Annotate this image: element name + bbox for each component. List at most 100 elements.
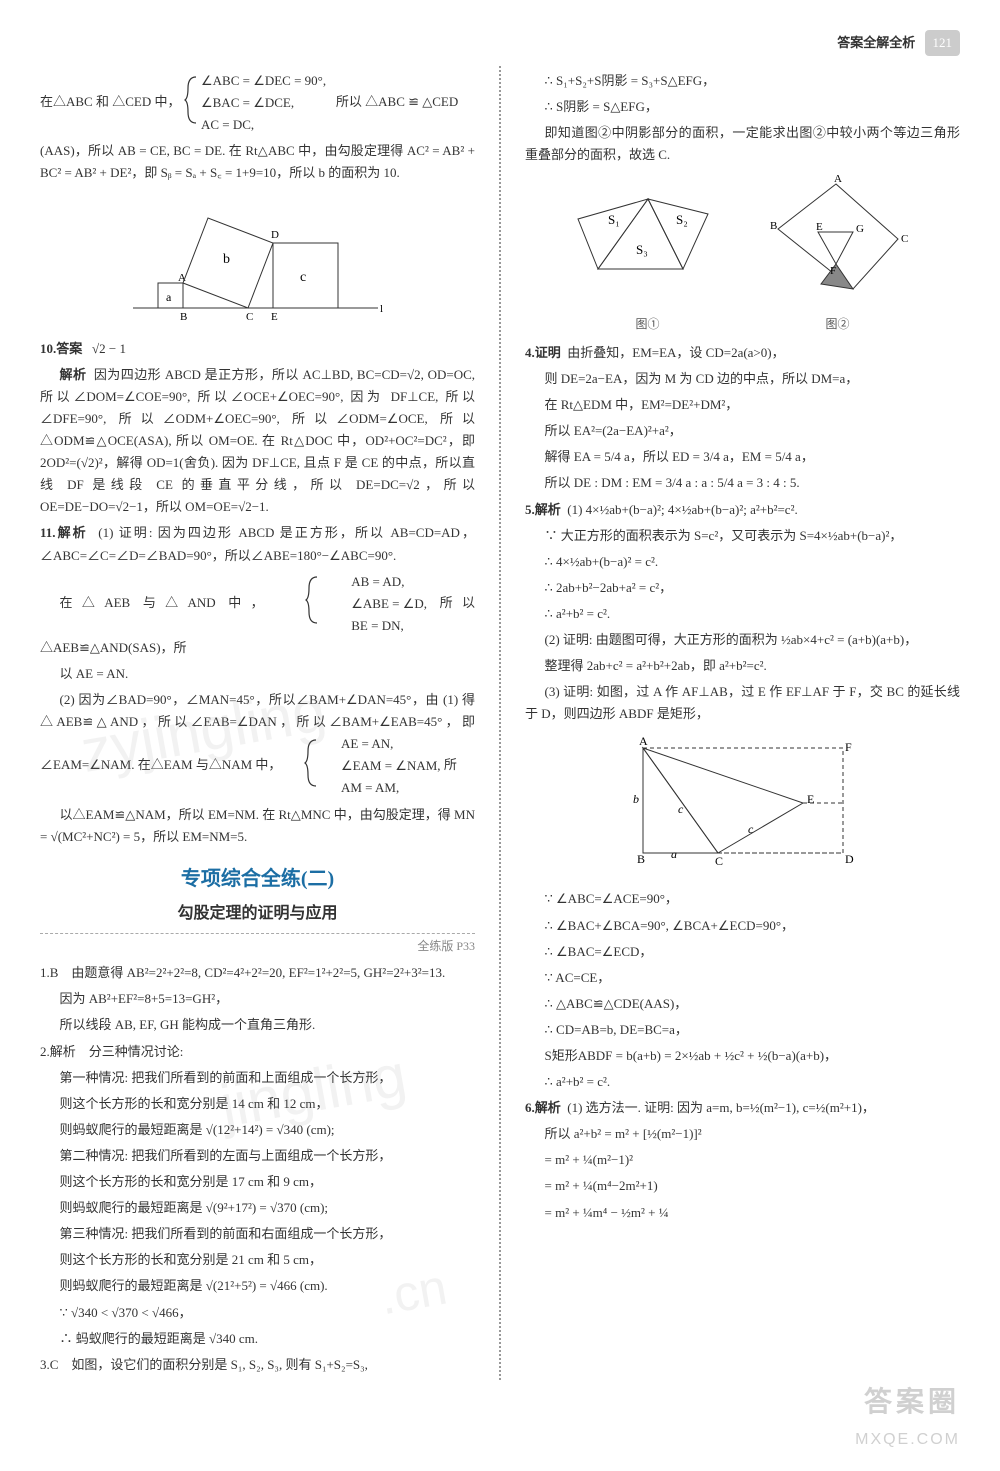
text-line: 4.证明 由折叠知，EM=EA，设 CD=2a(a>0)， [525,342,960,364]
text-line: ∵ 大正方形的面积表示为 S=c²，又可表示为 S=4×½ab+(b−a)²， [525,525,960,547]
text-line: 则蚂蚁爬行的最短距离是 √(12²+14²) = √340 (cm); [40,1119,475,1141]
text-line: ∴ a²+b² = c². [525,1071,960,1093]
text-line: 整理得 2ab+c² = a²+b²+2ab，即 a²+b²=c². [525,655,960,677]
text-line: (AAS)，所以 AB = CE, BC = DE. 在 Rt△ABC 中，由勾… [40,140,475,184]
text-line: ∴ △ABC≌△CDE(AAS)， [525,993,960,1015]
svg-text:A: A [639,734,648,748]
svg-text:S₂: S₂ [676,212,688,227]
svg-text:b: b [633,792,639,806]
brace-icon [184,75,198,132]
section-title: 专项综合全练(二) [40,862,475,896]
svg-text:c: c [678,802,684,816]
svg-text:E: E [807,792,814,806]
text-line: 所以 DE : DM : EM = 3/4 a : a : 5/4 a = 3 … [525,472,960,494]
text-line: = m² + ¼m⁴ − ½m² + ¼ [545,1202,961,1224]
svg-text:A: A [834,174,842,185]
text-line: 以 AE = AN. [40,663,475,685]
svg-text:B: B [770,220,777,232]
content-columns: 在△ABC 和 △CED 中， ∠ABC = ∠DEC = 90°, ∠BAC … [40,66,960,1380]
text-line: ∴ ∠BAC+∠BCA=90°, ∠BCA+∠ECD=90°， [525,915,960,937]
text-line: ∴ CD=AB=b, DE=BC=a， [525,1019,960,1041]
section-subtitle: 勾股定理的证明与应用 [40,900,475,927]
text-line: 第二种情况: 把我们所看到的左面与上面组成一个长方形， [40,1145,475,1167]
text-line: (2) 因为∠BAD=90°，∠MAN=45°，所以∠BAM+∠DAN=45°，… [40,689,475,799]
figure-rect-triangle: A F B C D E a b c c [525,733,960,880]
text-line: 则这个长方形的长和宽分别是 21 cm 和 5 cm， [40,1249,475,1271]
text-line: ∵ ∠ABC=∠ACE=90°， [525,888,960,910]
text-line: 因为 AB²+EF²=8+5=13=GH²， [40,988,475,1010]
page-header: 答案全解全析 121 [40,30,960,56]
text-line: 5.解析 (1) 4×½ab+(b−a)²; 4×½ab+(b−a)²; a²+… [525,499,960,521]
text-line: 在△ABC 和 △CED 中， ∠ABC = ∠DEC = 90°, ∠BAC … [40,70,475,136]
text-line: 则 DE=2a−EA，因为 M 为 CD 边的中点，所以 DM=a， [525,368,960,390]
svg-text:C: C [901,233,908,245]
svg-text:C: C [246,311,253,323]
text-line: (2) 证明: 由题图可得，大正方形的面积为 ½ab×4+c² = (a+b)(… [525,629,960,651]
svg-text:S₃: S₃ [636,242,648,257]
text-line: ∵ √340 < √370 < √466， [40,1302,475,1324]
text-line: 第三种情况: 把我们所看到的前面和右面组成一个长方形， [40,1223,475,1245]
text-line: ∴ a²+b² = c². [525,603,960,625]
page-number: 121 [925,30,961,56]
text-line: 则这个长方形的长和宽分别是 17 cm 和 9 cm， [40,1171,475,1193]
text-line: 解析 因为四边形 ABCD 是正方形，所以 AC⊥BD, BC=CD=√2, O… [40,364,475,519]
column-divider [499,66,501,1380]
svg-text:G: G [856,223,864,235]
svg-text:a: a [671,847,677,861]
svg-text:B: B [180,311,187,323]
q10-answer: 10.答案 √2 − 1 [40,338,475,360]
svg-text:a: a [166,290,172,304]
text-line: S矩形ABDF = b(a+b) = 2×½ab + ½c² + ½(b−a)(… [525,1045,960,1067]
svg-text:B: B [637,852,645,866]
figure-triangles: S₁ S₂ S₃ 图① A B C E G [525,174,960,333]
text-line: 则蚂蚁爬行的最短距离是 √(9²+17²) = √370 (cm); [40,1197,475,1219]
brace-icon [285,738,319,795]
text-line: = m² + ¼(m⁴−2m²+1) [545,1175,961,1197]
svg-text:E: E [816,221,823,233]
text-line: ∵ AC=CE， [525,967,960,989]
footer-logo: 答案圈 MXQE.COM [855,1378,960,1453]
text-line: 在 Rt△EDM 中，EM²=DE²+DM²， [525,394,960,416]
footer-url: MXQE.COM [855,1426,960,1453]
left-column: 在△ABC 和 △CED 中， ∠ABC = ∠DEC = 90°, ∠BAC … [40,66,475,1380]
text-line: ∴ 4×½ab+(b−a)² = c². [525,551,960,573]
text-line: 所以线段 AB, EF, GH 能构成一个直角三角形. [40,1014,475,1036]
text-line: 即知道图②中阴影部分的面积，一定能求出图②中较小两个等边三角形重叠部分的面积，故… [525,122,960,166]
text-line: 6.解析 (1) 选方法一. 证明: 因为 a=m, b=½(m²−1), c=… [525,1097,960,1119]
footer-brand: 答案圈 [864,1386,960,1417]
text-line: 以△EAM≌△NAM，所以 EM=NM. 在 Rt△MNC 中，由勾股定理，得 … [40,804,475,848]
text-line: 则蚂蚁爬行的最短距离是 √(21²+5²) = √466 (cm). [40,1275,475,1297]
svg-text:C: C [715,854,723,868]
text-line: (3) 证明: 如图，过 A 作 AF⊥AB，过 E 作 EF⊥AF 于 F，交… [525,681,960,725]
svg-text:S₁: S₁ [608,212,620,227]
text-line: ∴ S阴影 = S△EFG， [525,96,960,118]
text-line: 解得 EA = 5/4 a，所以 ED = 3/4 a，EM = 5/4 a， [525,446,960,468]
text-line: 在△AEB 与△AND 中， AB = AD, ∠ABE = ∠D, BE = … [40,571,475,659]
svg-text:D: D [271,229,279,241]
svg-text:D: D [845,852,854,866]
svg-text:F: F [830,265,836,277]
right-column: ∴ S₁+S₂+S阴影 = S₃+S△EFG， ∴ S阴影 = S△EFG， 即… [525,66,960,1380]
text-line: ∴ S₁+S₂+S阴影 = S₃+S△EFG， [525,70,960,92]
svg-text:E: E [271,311,278,323]
text-line: 所以 EA²=(2a−EA)²+a²， [525,420,960,442]
text-line: 则这个长方形的长和宽分别是 14 cm 和 12 cm， [40,1093,475,1115]
header-title: 答案全解全析 [837,35,915,50]
svg-text:c: c [300,270,306,285]
text-line: ∴ 蚂蚁爬行的最短距离是 √340 cm. [40,1328,475,1350]
text-line: 2.解析 分三种情况讨论: [40,1041,475,1063]
svg-text:F: F [845,740,852,754]
text-line: 第一种情况: 把我们所看到的前面和上面组成一个长方形， [40,1067,475,1089]
label-l: l [380,303,383,315]
figure-squares: l a A B b D C c E [40,193,475,330]
brace-icon [286,575,320,632]
svg-text:b: b [223,252,230,267]
text-line: = m² + ¼(m²−1)² [545,1149,961,1171]
page-reference: 全练版 P33 [40,933,475,956]
svg-text:c: c [748,822,754,836]
text-line: 3.C 如图，设它们的面积分别是 S₁, S₂, S₃, 则有 S₁+S₂=S₃… [40,1354,475,1376]
text-line: 1.B 由题意得 AB²=2²+2²=8, CD²=4²+2²=20, EF²=… [40,962,475,984]
text-line: ∴ 2ab+b²−2ab+a² = c²， [525,577,960,599]
text-line: ∴ ∠BAC=∠ECD， [525,941,960,963]
q11: 11.解析 (1) 证明: 因为四边形 ABCD 是正方形，所以 AB=CD=A… [40,522,475,566]
